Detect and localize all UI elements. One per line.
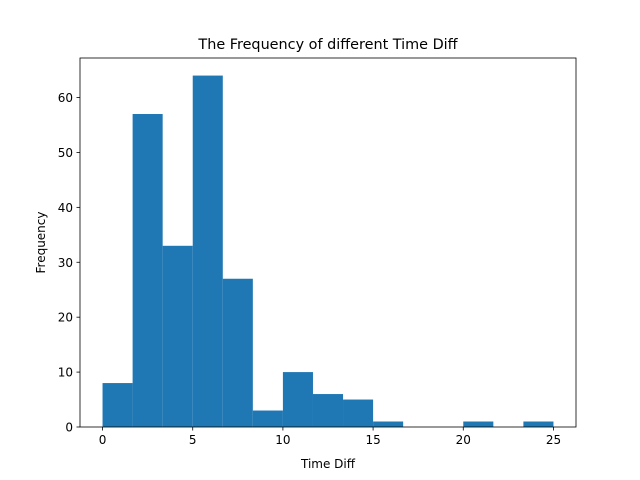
x-tick-label: 15 — [365, 433, 380, 447]
histogram-bar-5 — [252, 410, 283, 427]
y-tick-label: 50 — [58, 146, 73, 160]
y-tick-label: 40 — [58, 201, 73, 215]
histogram-bar-9 — [373, 421, 404, 427]
histogram-bar-12 — [463, 421, 494, 427]
y-tick-label: 10 — [58, 366, 73, 380]
x-axis-label: Time Diff — [300, 457, 356, 471]
histogram-bar-7 — [312, 394, 344, 427]
y-axis-label: Frequency — [34, 212, 48, 274]
histogram-bar-0 — [102, 383, 133, 427]
histogram-bar-8 — [343, 399, 374, 427]
x-tick-label: 5 — [189, 433, 197, 447]
x-axis-ticks: 0 5 10 15 20 25 — [99, 427, 561, 447]
x-tick-label: 10 — [275, 433, 290, 447]
histogram-bar-6 — [282, 372, 313, 427]
y-tick-label: 30 — [58, 256, 73, 270]
histogram-bar-3 — [192, 75, 223, 428]
chart-title: The Frequency of different Time Diff — [197, 37, 458, 53]
histogram-bar-14 — [523, 421, 554, 427]
bars-group — [102, 75, 554, 428]
y-tick-label: 0 — [65, 421, 73, 435]
y-tick-label: 20 — [58, 311, 73, 325]
histogram-bar-2 — [162, 245, 193, 427]
x-tick-label: 20 — [456, 433, 471, 447]
histogram-bar-1 — [132, 114, 163, 428]
y-axis-ticks: 0 10 20 30 40 50 60 — [58, 91, 80, 435]
plot-frame — [79, 57, 577, 428]
histogram-bar-4 — [222, 278, 253, 427]
y-tick-label: 60 — [58, 91, 73, 105]
x-tick-label: 0 — [99, 433, 107, 447]
x-tick-label: 25 — [546, 433, 561, 447]
